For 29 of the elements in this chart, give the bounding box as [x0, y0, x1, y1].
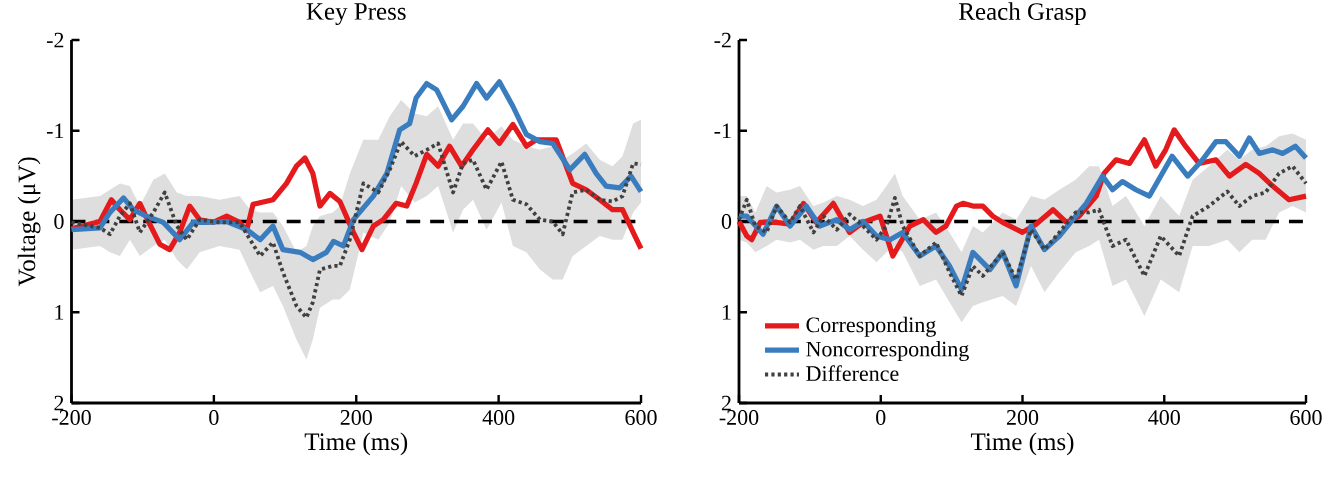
y-axis-title: Voltage (μV)	[17, 157, 41, 287]
x-axis-title: Time (ms)	[970, 432, 1074, 456]
y-tick-label: -1	[714, 123, 731, 139]
y-tick-label: 2	[54, 395, 64, 411]
y-tick-label: 0	[54, 214, 64, 229]
x-tick-label: 400	[482, 410, 515, 425]
x-tick-label: 200	[340, 410, 372, 425]
y-tick-label: 0	[721, 214, 732, 229]
x-tick-label: 200	[1006, 410, 1039, 425]
y-tick-label: 2	[721, 395, 731, 411]
x-axis-title: Time (ms)	[304, 432, 408, 456]
x-tick-label: 0	[209, 410, 219, 425]
line-series	[737, 164, 1308, 298]
y-tick-label: 1	[722, 304, 731, 320]
y-tick-label: -2	[714, 32, 731, 48]
y-tick-label: -1	[46, 123, 64, 139]
chart-title: Key Press	[306, 3, 406, 26]
y-tick-label: -2	[46, 32, 64, 48]
x-tick-label: 600	[625, 410, 657, 425]
legend-label: Corresponding	[806, 316, 936, 337]
y-tick-label: 1	[55, 304, 64, 320]
x-tick-label: 0	[876, 410, 886, 425]
legend-label: Difference	[806, 365, 899, 381]
x-tick-label: -200	[719, 410, 759, 425]
x-tick-label: 400	[1148, 410, 1180, 425]
legend-label: Noncorresponding	[806, 341, 969, 362]
x-tick-label: -200	[52, 410, 91, 425]
chart-title: Reach Grasp	[959, 2, 1086, 25]
x-tick-label: 600	[1290, 410, 1322, 425]
